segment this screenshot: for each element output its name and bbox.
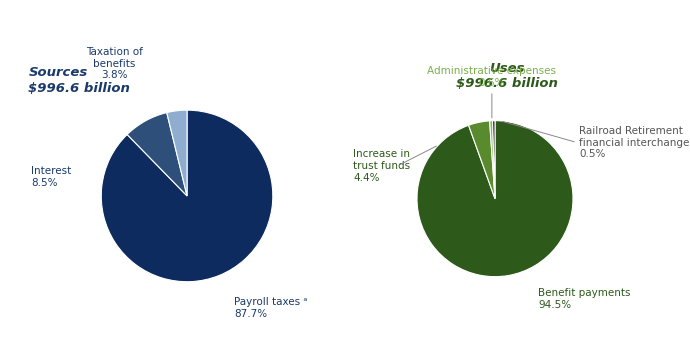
Text: Administrative expenses
0.6%: Administrative expenses 0.6%	[426, 66, 555, 88]
Wedge shape	[493, 121, 495, 199]
Wedge shape	[417, 121, 573, 277]
Text: Increase in
trust funds
4.4%: Increase in trust funds 4.4%	[353, 149, 410, 182]
Text: Payroll taxes ᵃ
87.7%: Payroll taxes ᵃ 87.7%	[234, 297, 308, 319]
Text: Uses
$996.6 billion: Uses $996.6 billion	[456, 62, 558, 90]
Text: Benefit payments
94.5%: Benefit payments 94.5%	[538, 288, 631, 310]
Wedge shape	[127, 113, 187, 196]
Wedge shape	[101, 110, 273, 282]
Wedge shape	[469, 121, 495, 199]
Wedge shape	[490, 121, 495, 199]
Text: Interest
8.5%: Interest 8.5%	[31, 166, 71, 188]
Wedge shape	[167, 110, 187, 196]
Text: Taxation of
benefits
3.8%: Taxation of benefits 3.8%	[86, 47, 143, 80]
Text: Sources
$996.6 billion: Sources $996.6 billion	[28, 65, 130, 95]
Text: Railroad Retirement
financial interchange
0.5%: Railroad Retirement financial interchang…	[579, 126, 689, 159]
